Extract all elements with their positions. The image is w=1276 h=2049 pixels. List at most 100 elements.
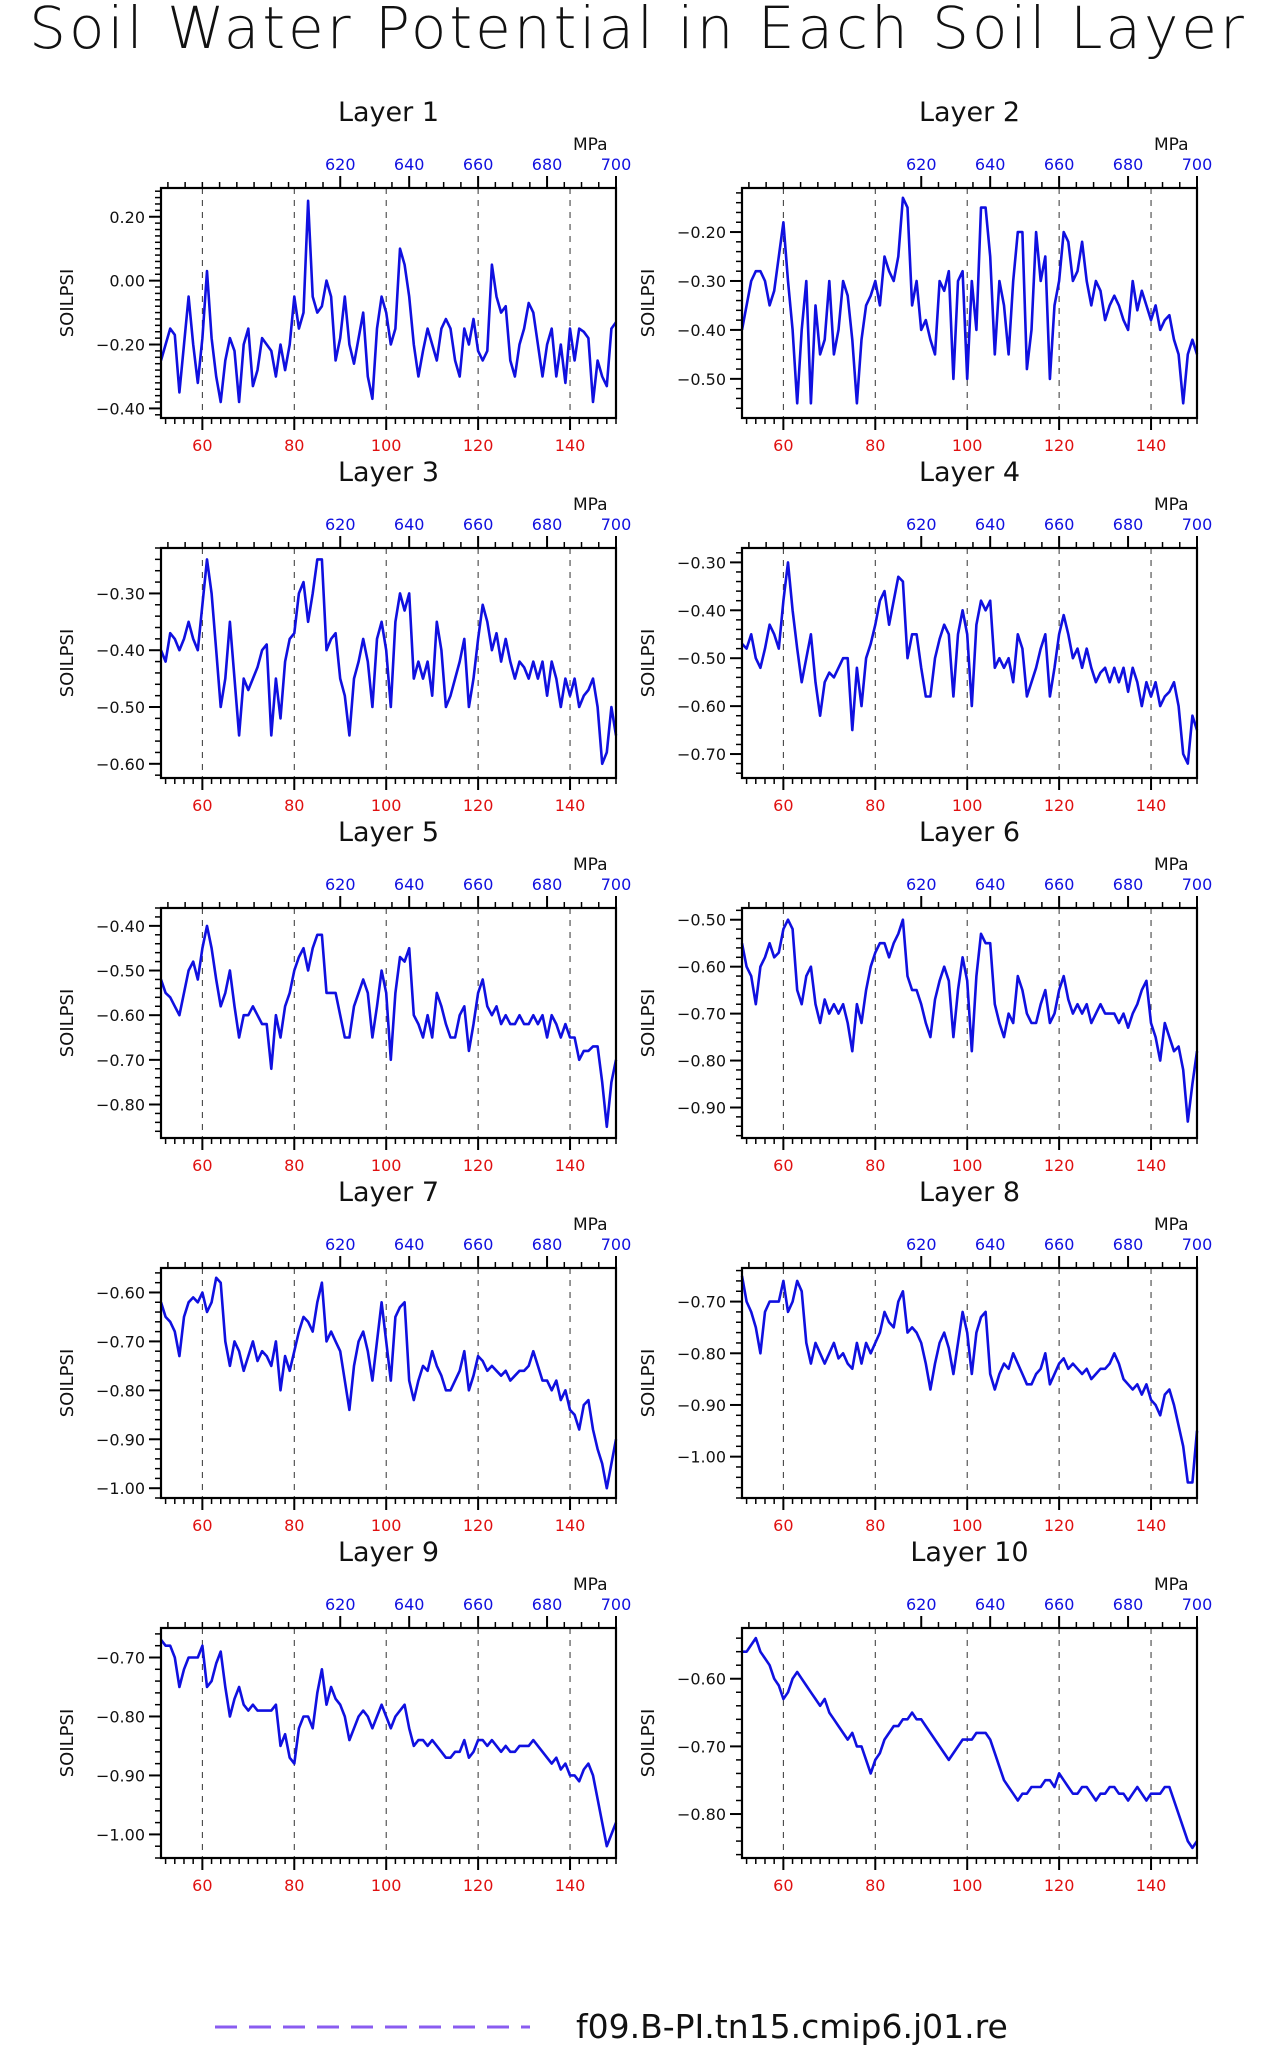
x-tick-label: 100 <box>371 1516 402 1535</box>
plot-frame <box>740 546 1199 780</box>
x-tick-label: 140 <box>1136 1156 1167 1175</box>
series-line <box>159 1639 618 1848</box>
series-line <box>159 924 618 1129</box>
y-tick-label: −0.40 <box>96 641 145 660</box>
y-tick-label: −0.80 <box>96 1096 145 1115</box>
y-tick-label: −0.90 <box>96 1430 145 1449</box>
panel-title: Layer 10 <box>910 1537 1028 1568</box>
panel-title: Layer 1 <box>338 97 439 128</box>
y-tick-label: −0.60 <box>677 958 726 977</box>
y-axis-label: SOILPSI <box>57 629 78 698</box>
x-tick-label: 80 <box>865 1156 885 1175</box>
x-tick-label: 60 <box>773 1516 793 1535</box>
panel-title: Layer 9 <box>338 1537 439 1568</box>
x-tick-label: 140 <box>555 1516 586 1535</box>
y-axis-label: SOILPSI <box>638 629 659 698</box>
x-tick-label: 100 <box>952 796 983 815</box>
top-axis-unit: MPa <box>1154 1215 1189 1235</box>
top-tick-label: 680 <box>532 155 563 174</box>
x-tick-label: 140 <box>1136 1876 1167 1895</box>
plot-frame <box>159 1266 618 1500</box>
x-tick-label: 140 <box>1136 1516 1167 1535</box>
x-tick-label: 100 <box>371 436 402 455</box>
y-tick-label: −0.50 <box>96 698 145 717</box>
series-line <box>741 561 1199 765</box>
y-tick-label: −0.60 <box>96 1283 145 1302</box>
top-tick-label: 640 <box>975 1235 1006 1254</box>
top-tick-label: 660 <box>1044 1235 1075 1254</box>
top-tick-label: 640 <box>394 875 425 894</box>
y-tick-label: 0.00 <box>109 272 145 291</box>
top-tick-label: 660 <box>1044 155 1075 174</box>
x-tick-label: 100 <box>952 1156 983 1175</box>
x-tick-label: 120 <box>1044 796 1075 815</box>
x-tick-label: 140 <box>555 796 586 815</box>
x-tick-label: 140 <box>555 1156 586 1175</box>
top-tick-label: 680 <box>1113 875 1144 894</box>
top-axis-unit: MPa <box>573 1215 608 1235</box>
x-tick-label: 120 <box>463 796 494 815</box>
y-tick-label: −0.40 <box>96 917 145 936</box>
series-line <box>159 558 618 766</box>
top-tick-label: 680 <box>532 1235 563 1254</box>
top-tick-label: 700 <box>1182 1595 1213 1614</box>
top-axis-unit: MPa <box>573 1575 608 1595</box>
y-tick-label: −0.80 <box>96 1381 145 1400</box>
top-axis-unit: MPa <box>573 495 608 515</box>
x-tick-label: 100 <box>952 1516 983 1535</box>
panel-title: Layer 4 <box>919 457 1020 488</box>
y-tick-label: −0.60 <box>677 697 726 716</box>
top-tick-label: 640 <box>975 155 1006 174</box>
x-tick-label: 80 <box>865 436 885 455</box>
top-tick-label: 680 <box>532 1595 563 1614</box>
top-tick-label: 680 <box>532 875 563 894</box>
top-tick-label: 620 <box>906 1235 937 1254</box>
x-tick-label: 60 <box>192 796 212 815</box>
y-axis-label: SOILPSI <box>638 1349 659 1418</box>
panel-title: Layer 3 <box>338 457 439 488</box>
x-tick-label: 60 <box>773 436 793 455</box>
panel-title: Layer 7 <box>338 1177 439 1208</box>
plot-frame <box>740 1266 1199 1500</box>
panel-title: Layer 2 <box>919 97 1020 128</box>
y-axis-label: SOILPSI <box>57 1709 78 1778</box>
figure-title: Soil Water Potential in Each Soil Layer <box>29 0 1247 62</box>
legend: f09.B-PI.tn15.cmip6.j01.re <box>215 2007 1008 2046</box>
y-tick-label: −0.90 <box>677 1396 726 1415</box>
y-tick-label: 0.20 <box>109 208 145 227</box>
x-tick-label: 60 <box>773 1876 793 1895</box>
top-tick-label: 620 <box>906 875 937 894</box>
top-tick-label: 620 <box>325 1595 356 1614</box>
y-tick-label: −0.40 <box>677 321 726 340</box>
series-line <box>740 196 1199 405</box>
top-tick-label: 620 <box>906 1595 937 1614</box>
top-tick-label: 680 <box>1113 1235 1144 1254</box>
x-tick-label: 80 <box>865 1876 885 1895</box>
plot-frame <box>159 546 618 780</box>
y-tick-label: −0.70 <box>677 745 726 764</box>
top-tick-label: 640 <box>975 515 1006 534</box>
plot-frame <box>740 1626 1199 1860</box>
y-tick-label: −0.50 <box>677 370 726 389</box>
series-line <box>159 1276 618 1490</box>
top-tick-label: 660 <box>1044 875 1075 894</box>
y-tick-label: −0.70 <box>96 1051 145 1070</box>
x-tick-label: 80 <box>284 436 304 455</box>
top-tick-label: 620 <box>906 155 937 174</box>
x-tick-label: 60 <box>192 1156 212 1175</box>
top-tick-label: 660 <box>1044 1595 1075 1614</box>
top-tick-label: 700 <box>601 515 632 534</box>
y-tick-label: −1.00 <box>96 1825 145 1844</box>
plot-frame <box>740 186 1199 420</box>
y-tick-label: −1.00 <box>677 1448 726 1467</box>
top-tick-label: 640 <box>394 1235 425 1254</box>
x-tick-label: 80 <box>284 1516 304 1535</box>
top-tick-label: 620 <box>906 515 937 534</box>
top-tick-label: 700 <box>601 1595 632 1614</box>
